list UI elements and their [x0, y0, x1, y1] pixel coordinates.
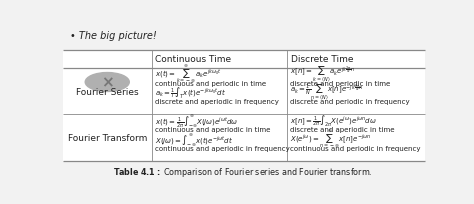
- Text: continuous and periodic in time: continuous and periodic in time: [155, 80, 265, 86]
- Text: $x(t) = \frac{1}{2\pi}\int_{-\infty}^{\infty} X(j\omega)e^{j\omega t}d\omega$: $x(t) = \frac{1}{2\pi}\int_{-\infty}^{\i…: [155, 113, 238, 128]
- Circle shape: [85, 73, 129, 92]
- Text: continuous and aperiodic in time: continuous and aperiodic in time: [155, 127, 270, 133]
- Bar: [63, 50, 425, 161]
- Text: discrete and periodic in frequency: discrete and periodic in frequency: [290, 99, 410, 105]
- Text: Discrete Time: Discrete Time: [291, 55, 354, 64]
- Text: Fourier Series: Fourier Series: [76, 87, 138, 96]
- Text: continuous and periodic in frequency: continuous and periodic in frequency: [290, 145, 421, 151]
- Text: discrete and periodic in time: discrete and periodic in time: [290, 80, 391, 86]
- Text: • The big picture!: • The big picture!: [70, 31, 157, 41]
- Text: $X(j\omega) = \int_{-\infty}^{\infty} x(t)e^{-j\omega t}dt$: $X(j\omega) = \int_{-\infty}^{\infty} x(…: [155, 131, 233, 147]
- Text: $x(t) = \sum_{k=-\infty}^{\infty} a_k e^{jk\omega_0 t}$: $x(t) = \sum_{k=-\infty}^{\infty} a_k e^…: [155, 63, 221, 85]
- Text: discrete and aperiodic in frequency: discrete and aperiodic in frequency: [155, 99, 278, 105]
- Text: $X(e^{j\omega}) = \sum_{n=-\infty}^{\infty} x[n]e^{-j\omega n}$: $X(e^{j\omega}) = \sum_{n=-\infty}^{\inf…: [290, 129, 372, 150]
- Text: ×: ×: [101, 75, 114, 90]
- Text: $a_k = \frac{1}{T}\int_T x(t)e^{-jk\omega_0 t}dt$: $a_k = \frac{1}{T}\int_T x(t)e^{-jk\omeg…: [155, 85, 226, 100]
- Text: $a_k = \frac{1}{N}\sum_{n=\langle N\rangle} x[n]e^{-jk\frac{2\pi}{N} n}$: $a_k = \frac{1}{N}\sum_{n=\langle N\rang…: [290, 83, 364, 103]
- Text: Continuous Time: Continuous Time: [155, 55, 231, 64]
- Text: continuous and aperiodic in frequency: continuous and aperiodic in frequency: [155, 145, 289, 151]
- Text: $x[n] = \frac{1}{2\pi}\int_{2\pi} X(e^{j\omega})e^{j\omega n}d\omega$: $x[n] = \frac{1}{2\pi}\int_{2\pi} X(e^{j…: [290, 113, 377, 128]
- Text: $\bf{Table\ 4.1:}$ Comparison of Fourier series and Fourier transform.: $\bf{Table\ 4.1:}$ Comparison of Fourier…: [113, 166, 373, 179]
- Text: discrete and aperiodic in time: discrete and aperiodic in time: [290, 127, 395, 133]
- Text: $x[n] = \sum_{k=\langle N\rangle} a_k e^{jk\frac{2\pi}{N} n}$: $x[n] = \sum_{k=\langle N\rangle} a_k e^…: [290, 64, 355, 84]
- Text: Fourier Transform: Fourier Transform: [68, 133, 147, 142]
